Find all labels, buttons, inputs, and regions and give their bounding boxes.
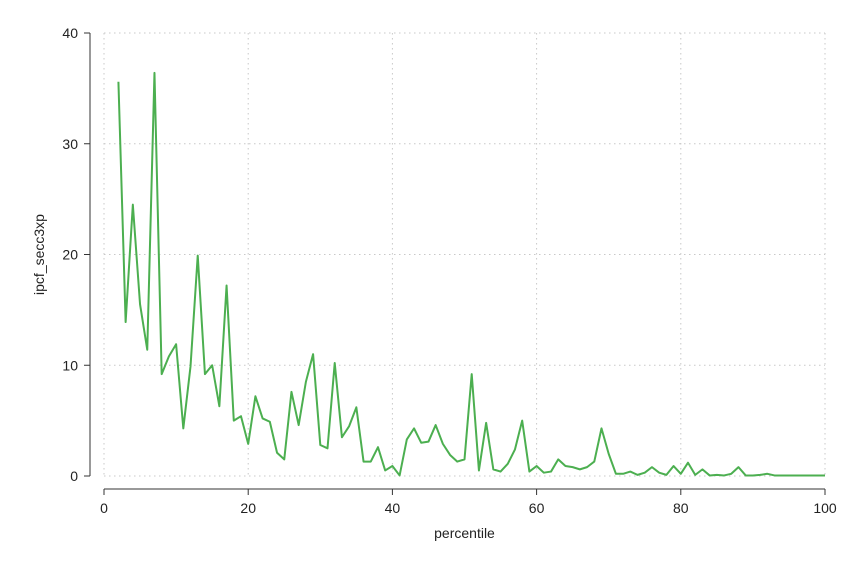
x-tick-label: 80	[673, 500, 689, 516]
y-tick-label: 10	[62, 357, 78, 373]
ticks: 0 10 20 30 40 0 20 40 60 80 100	[62, 25, 836, 516]
series-line	[117, 71, 825, 477]
x-tick-label: 100	[813, 500, 837, 516]
y-tick-label: 20	[62, 247, 78, 263]
axes	[89, 33, 825, 490]
x-tick-label: 0	[100, 500, 108, 516]
y-axis-title: ipcf_secc3xp	[31, 214, 47, 295]
y-tick-label: 40	[62, 25, 78, 41]
x-tick-label: 20	[240, 500, 256, 516]
x-axis-title: percentile	[434, 525, 495, 541]
y-tick-label: 30	[62, 136, 78, 152]
series-layer	[117, 71, 825, 477]
x-tick-label: 40	[385, 500, 401, 516]
x-tick-label: 60	[529, 500, 545, 516]
grid	[103, 32, 826, 477]
y-tick-label: 0	[70, 468, 78, 484]
